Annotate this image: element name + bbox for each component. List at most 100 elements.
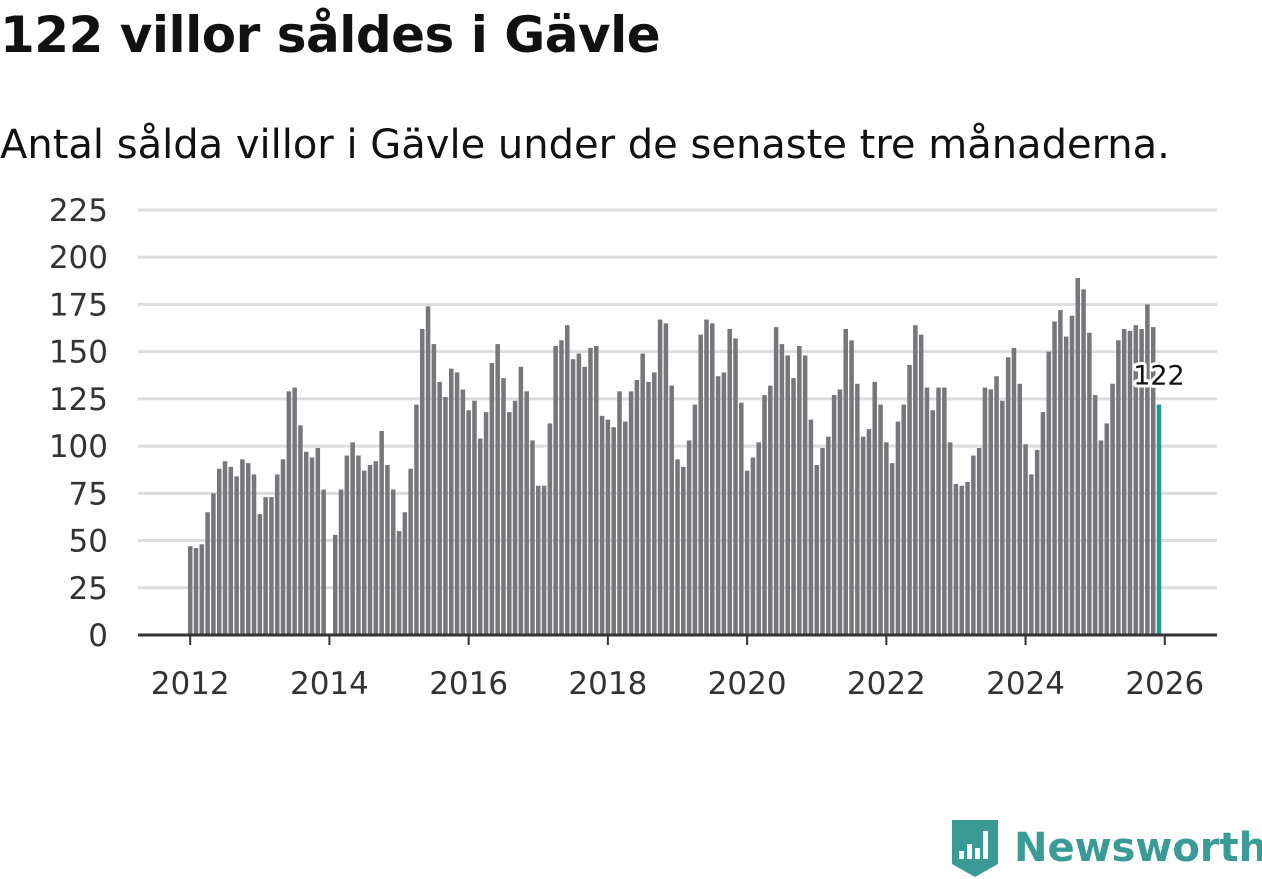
bar — [530, 440, 535, 635]
bar — [913, 325, 918, 635]
bar — [1069, 315, 1075, 635]
y-tick-label: 175 — [49, 287, 108, 323]
bar — [820, 448, 825, 635]
bar — [187, 546, 193, 635]
bar — [245, 463, 251, 635]
bar — [443, 397, 448, 635]
bar — [489, 363, 495, 635]
bar — [710, 323, 715, 635]
bar — [408, 468, 413, 635]
x-tick-label: 2018 — [568, 666, 647, 702]
bar — [727, 329, 732, 635]
bar — [1145, 304, 1150, 635]
bar — [269, 497, 274, 635]
bar — [1110, 383, 1115, 635]
bar — [889, 463, 895, 635]
bar — [1052, 321, 1057, 635]
bar — [361, 470, 367, 635]
bar — [652, 372, 657, 635]
bar — [251, 474, 257, 635]
bar — [994, 376, 999, 635]
bar — [379, 431, 384, 635]
bar — [373, 461, 379, 635]
bar — [1104, 423, 1110, 635]
bar — [971, 455, 976, 635]
bar — [1023, 444, 1028, 635]
bar — [419, 329, 425, 635]
bar — [1040, 412, 1046, 635]
bar — [507, 412, 512, 635]
bar-chart-tag-icon — [952, 820, 998, 877]
bar — [715, 376, 721, 635]
bar — [332, 534, 338, 635]
bar — [976, 448, 982, 635]
bar — [193, 548, 199, 635]
bar — [860, 436, 866, 635]
bar — [959, 485, 965, 635]
bar — [565, 325, 570, 635]
bar — [1029, 474, 1034, 635]
y-tick-label: 0 — [88, 618, 108, 654]
bar — [199, 544, 205, 635]
bar — [646, 381, 651, 635]
bar — [698, 334, 703, 635]
bar — [1075, 278, 1081, 635]
bar — [681, 466, 686, 635]
bar — [704, 319, 709, 635]
bar — [1063, 336, 1069, 635]
bar — [292, 387, 297, 635]
bar — [234, 476, 239, 635]
bar — [1046, 351, 1052, 635]
bar — [744, 470, 750, 635]
bar — [785, 355, 790, 635]
chart-subtitle: Antal sålda villor i Gävle under de sena… — [0, 122, 1170, 168]
bar — [739, 402, 744, 635]
bar — [762, 395, 767, 635]
bar — [356, 455, 361, 635]
bar — [570, 359, 576, 635]
bar — [321, 489, 326, 635]
bar — [657, 319, 663, 635]
bar — [686, 440, 692, 635]
bar — [1087, 332, 1092, 635]
bar — [524, 391, 529, 635]
bar — [1005, 357, 1011, 635]
bar — [280, 459, 286, 635]
bar — [791, 378, 796, 635]
bar — [588, 347, 593, 635]
brand-name: Newsworthy — [1014, 825, 1262, 871]
bar — [1127, 330, 1133, 635]
bar — [367, 465, 373, 635]
bar — [536, 485, 541, 635]
bar — [431, 344, 437, 635]
bar — [315, 448, 321, 635]
bar — [721, 372, 727, 635]
bar — [576, 353, 582, 635]
bar — [814, 465, 819, 635]
bar — [1011, 347, 1017, 635]
bar — [826, 436, 831, 635]
bar — [1034, 449, 1040, 635]
bar — [559, 340, 564, 635]
bar — [257, 514, 263, 635]
bar — [605, 419, 611, 635]
bar — [454, 372, 460, 635]
bar — [228, 466, 234, 635]
bar — [901, 404, 907, 635]
bar — [837, 389, 843, 635]
bar — [460, 389, 466, 635]
bar — [849, 340, 854, 635]
bar — [216, 468, 222, 635]
x-tick-label: 2020 — [708, 666, 787, 702]
bar — [982, 387, 988, 635]
bar — [483, 412, 489, 635]
bar — [878, 404, 883, 635]
x-tick-label: 2014 — [290, 666, 369, 702]
bar — [930, 410, 936, 635]
bar — [855, 383, 860, 635]
bar — [1081, 289, 1086, 635]
bar — [1092, 395, 1098, 635]
bar — [1058, 310, 1063, 635]
y-tick-label: 225 — [49, 193, 108, 229]
